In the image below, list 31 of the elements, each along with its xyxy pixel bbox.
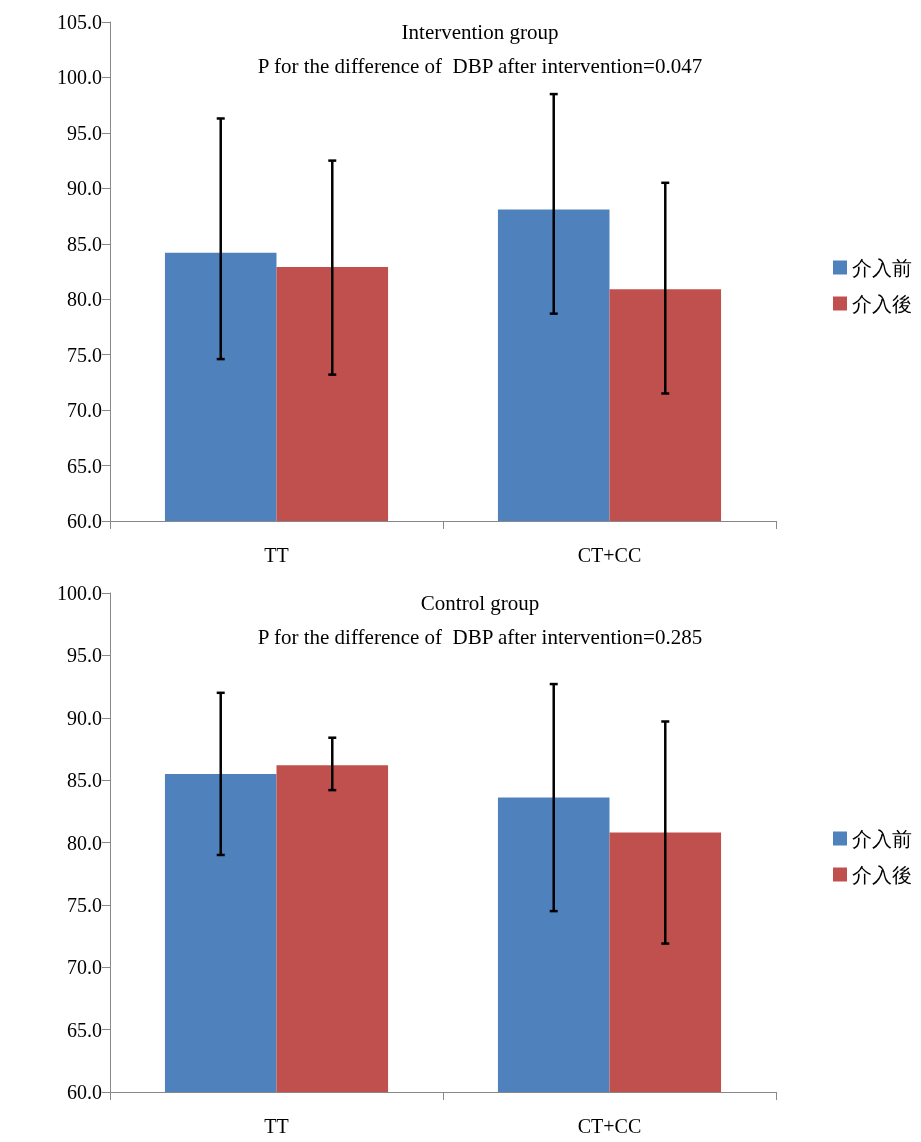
y-tick-label: 85.0 [67, 232, 102, 255]
x-tick-label: TT [264, 544, 289, 566]
legend-label: 介入後 [852, 291, 912, 316]
x-tick-label: CT+CC [577, 1115, 642, 1137]
legend-label: 介入前 [852, 826, 912, 851]
y-tick-label: 90.0 [67, 177, 102, 200]
y-tick-label: 75.0 [67, 893, 102, 916]
y-tick-label: 95.0 [67, 121, 102, 144]
y-tick-label: 65.0 [67, 454, 102, 477]
y-tick-label: 75.0 [67, 343, 102, 366]
y-tick-label: 100.0 [57, 582, 102, 604]
y-tick-label: 80.0 [67, 288, 102, 311]
y-tick-label: 60.0 [67, 1081, 102, 1103]
y-tick-label: 85.0 [67, 769, 102, 792]
y-tick-label: 70.0 [67, 956, 102, 979]
y-tick-label: 105.0 [57, 11, 102, 33]
x-tick-label: CT+CC [577, 544, 642, 566]
chart-title: Intervention group [401, 20, 559, 44]
y-tick-label: 70.0 [67, 399, 102, 422]
y-tick-label: 90.0 [67, 706, 102, 729]
x-tick-label: TT [264, 1115, 289, 1137]
y-tick-label: 60.0 [67, 510, 102, 532]
legend-label: 介入前 [852, 255, 912, 280]
chart-title: Control group [420, 591, 540, 615]
y-tick-label: 80.0 [67, 831, 102, 854]
text: P for the difference of DBP after intervention=0.285 [257, 625, 703, 649]
y-tick-label: 65.0 [67, 1018, 102, 1041]
y-tick-label: 100.0 [57, 66, 102, 89]
text: P for the difference of DBP after intervention=0.047 [257, 54, 703, 78]
legend-label: 介入後 [852, 862, 912, 887]
y-tick-label: 95.0 [67, 644, 102, 667]
